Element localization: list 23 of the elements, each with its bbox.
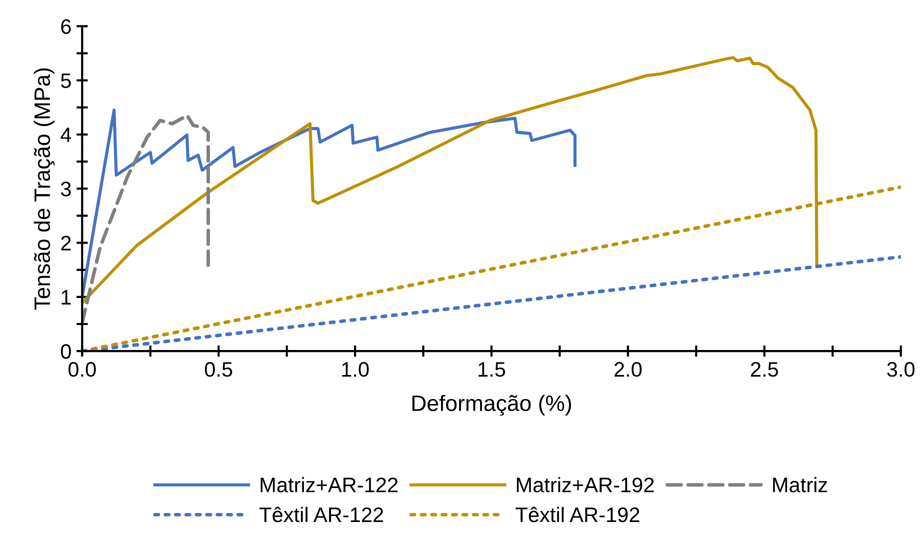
x-tick-label: 2.0 [614, 362, 642, 377]
x-tick-label: 2.5 [750, 362, 778, 377]
line-series [82, 114, 210, 325]
y-tick-label: 3 [60, 182, 71, 196]
legend-label: Matriz [773, 477, 828, 492]
y-tick-label: 1 [62, 290, 71, 304]
x-axis-title: Deformação (%) [412, 394, 572, 416]
x-tick-label: 1.0 [342, 362, 369, 377]
line-series [82, 108, 577, 298]
x-tick-label: 0.0 [68, 362, 96, 377]
legend-label: Têxtil AR-122 [260, 506, 384, 522]
x-tick-label: 1.5 [478, 362, 506, 377]
y-axis-title: Tensão de Tração (MPa) [34, 68, 55, 310]
y-tick-label: 6 [61, 19, 71, 34]
y-tick-label: 2 [61, 236, 71, 250]
y-tick-label: 5 [60, 74, 71, 88]
y-tick-label: 0 [60, 344, 71, 359]
y-tick-label: 4 [60, 128, 72, 142]
x-tick-label: 0.5 [204, 362, 232, 377]
legend-label: Têxtil AR-192 [516, 506, 640, 522]
legend-label: Matriz+AR-122 [260, 477, 398, 492]
legend-label: Matriz+AR-192 [516, 477, 654, 492]
x-tick-label: 3.0 [887, 362, 915, 377]
